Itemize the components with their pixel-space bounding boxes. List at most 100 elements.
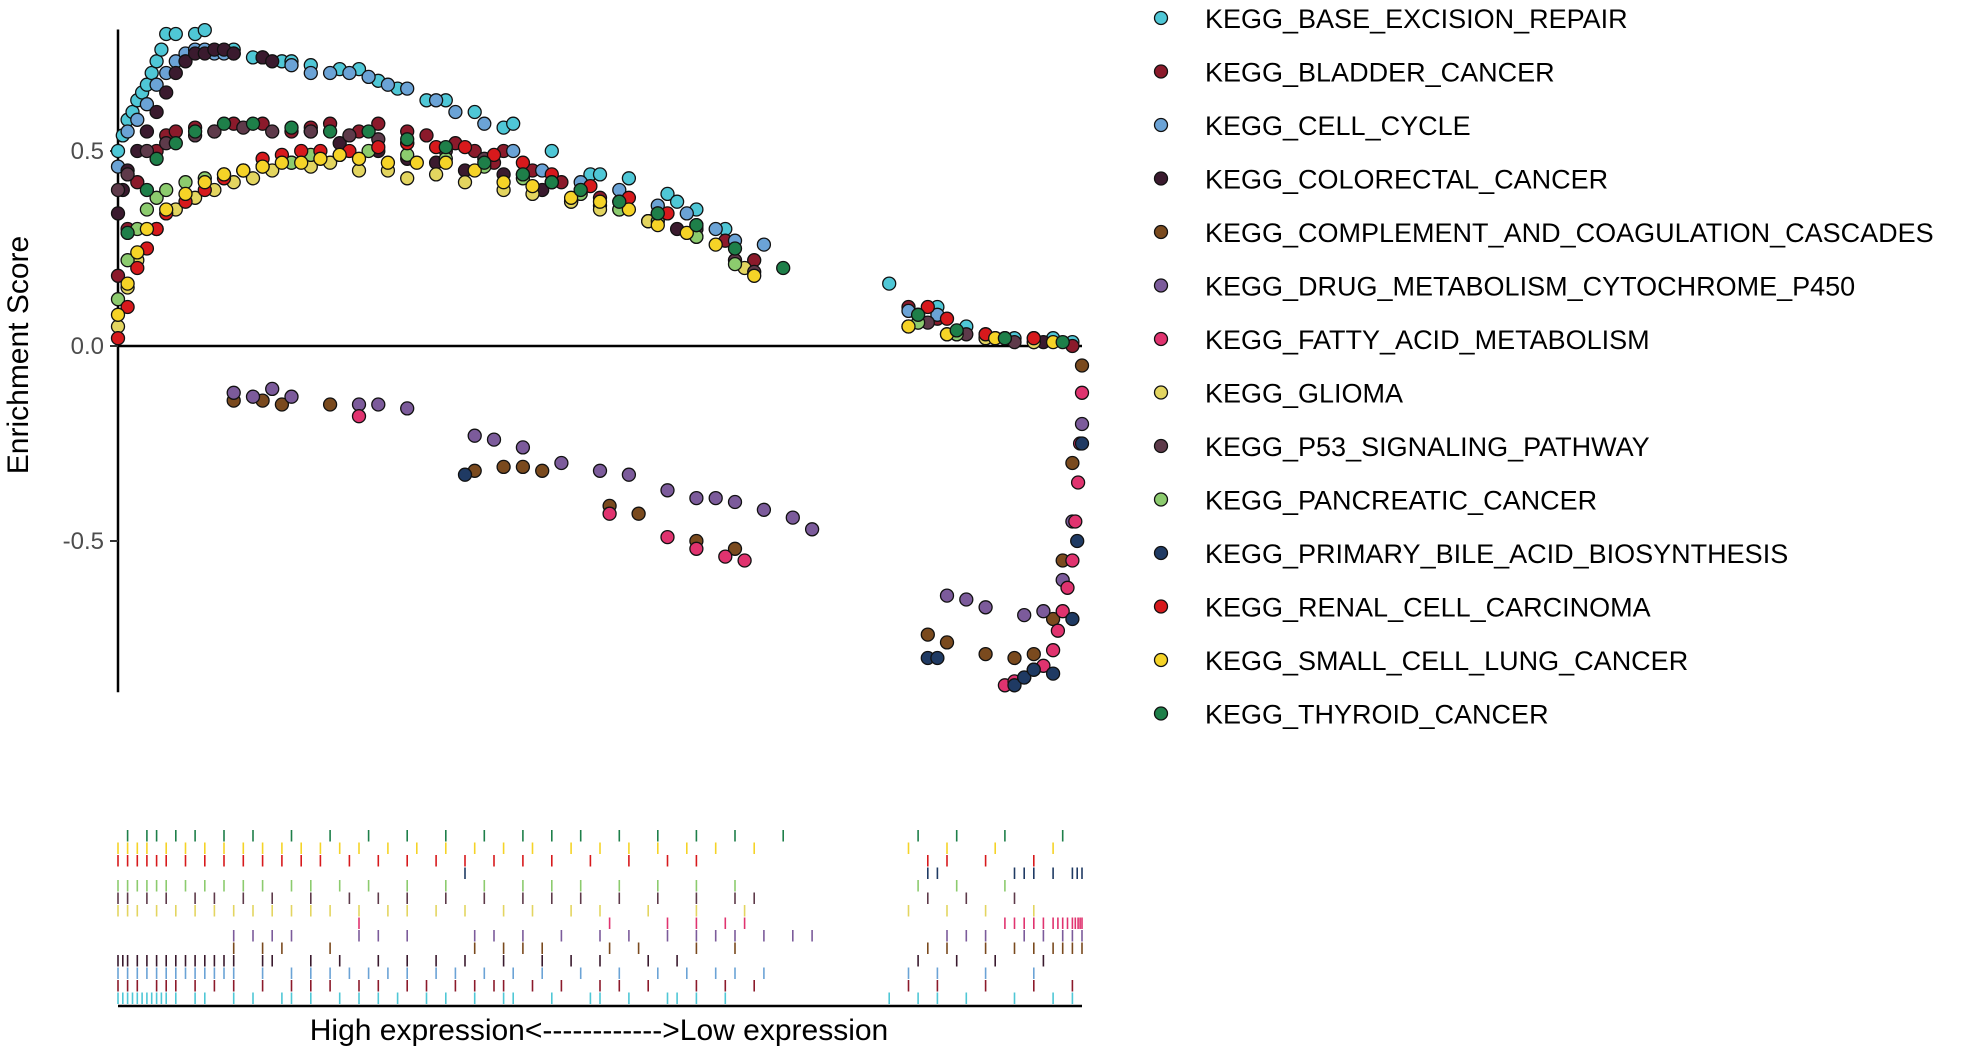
data-point xyxy=(939,588,955,603)
data-point xyxy=(747,268,762,283)
data-point xyxy=(197,175,212,190)
data-point xyxy=(265,124,280,139)
data-point xyxy=(679,206,694,221)
data-point xyxy=(756,237,772,252)
legend-swatch xyxy=(1153,545,1169,561)
data-point xyxy=(178,54,193,69)
data-point xyxy=(265,54,280,69)
data-point xyxy=(882,276,897,291)
data-point xyxy=(448,104,463,120)
data-point xyxy=(689,490,704,506)
data-point xyxy=(139,182,155,198)
hit-row-kegg-complement-and-coagulation-cascades xyxy=(232,942,1083,954)
data-point xyxy=(130,260,145,276)
data-point xyxy=(727,241,743,256)
data-point xyxy=(920,299,935,315)
hit-row-kegg-primary-bile-acid-biosynthesis xyxy=(464,867,1083,879)
data-point xyxy=(1074,436,1090,451)
data-point xyxy=(438,155,453,170)
data-point xyxy=(1068,514,1083,529)
data-point xyxy=(978,600,993,615)
data-point xyxy=(1026,646,1041,662)
legend-swatch xyxy=(1153,224,1169,240)
data-point xyxy=(322,124,338,139)
legend: KEGG_BASE_EXCISION_REPAIR KEGG_BLADDER_CA… xyxy=(1153,4,1934,730)
data-point xyxy=(660,529,675,545)
data-point xyxy=(708,221,723,237)
data-point xyxy=(149,54,164,69)
data-point xyxy=(120,167,135,182)
data-point xyxy=(563,190,579,205)
data-point xyxy=(1050,623,1066,638)
data-point xyxy=(708,237,723,252)
data-point xyxy=(1074,385,1090,400)
data-point xyxy=(130,245,145,260)
data-point xyxy=(130,175,145,190)
series-kegg-thyroid-cancer xyxy=(120,116,1070,350)
data-point xyxy=(1065,611,1080,627)
data-point xyxy=(332,147,347,163)
legend-label: KEGG_COLORECTAL_CANCER xyxy=(1205,165,1608,195)
axes: 0.5 0.0 -0.5 xyxy=(63,29,1082,693)
data-point xyxy=(144,65,159,81)
series-kegg-primary-bile-acid-biosynthesis xyxy=(457,436,1090,693)
data-point xyxy=(708,490,723,506)
data-point xyxy=(139,221,155,237)
data-point xyxy=(438,139,453,155)
data-point xyxy=(1007,650,1022,666)
hit-row-kegg-bladder-cancer xyxy=(117,980,1074,992)
data-point xyxy=(785,510,800,525)
data-point xyxy=(361,124,376,139)
data-point xyxy=(139,143,155,159)
series-kegg-complement-and-coagulation-cascades xyxy=(226,358,1090,666)
data-point xyxy=(380,155,396,170)
data-point xyxy=(592,167,608,182)
data-point xyxy=(486,432,502,447)
legend-swatch xyxy=(1153,492,1169,507)
data-point xyxy=(525,178,540,194)
data-point xyxy=(149,190,164,205)
legend-label: KEGG_CELL_CYCLE xyxy=(1205,111,1471,141)
data-point xyxy=(419,128,434,143)
legend-item: KEGG_RENAL_CELL_CARCINOMA xyxy=(1153,593,1651,623)
data-point xyxy=(727,256,743,272)
legend-swatch xyxy=(1153,599,1169,614)
data-point xyxy=(294,155,309,170)
data-point xyxy=(535,463,550,478)
data-point xyxy=(544,175,559,190)
data-point xyxy=(226,46,241,61)
x-axis-title: High expression<------------>Low express… xyxy=(310,1014,888,1047)
data-point xyxy=(120,276,135,291)
data-point xyxy=(1017,670,1032,685)
data-point xyxy=(592,194,608,209)
data-point xyxy=(187,124,203,139)
data-point xyxy=(756,502,772,517)
data-point xyxy=(959,592,974,607)
data-point xyxy=(245,171,261,186)
data-point xyxy=(978,646,993,662)
data-point xyxy=(120,124,135,139)
data-point xyxy=(939,635,955,650)
data-point xyxy=(322,397,338,412)
data-point xyxy=(718,549,733,564)
data-point xyxy=(351,409,367,424)
data-point xyxy=(1060,580,1075,595)
series-kegg-small-cell-lung-cancer xyxy=(110,147,1061,350)
data-point xyxy=(168,26,183,42)
series-kegg-renal-cell-carcinoma xyxy=(110,136,1041,346)
legend-swatch xyxy=(1153,385,1169,400)
legend-label: KEGG_BASE_EXCISION_REPAIR xyxy=(1205,4,1628,34)
data-point xyxy=(284,389,299,404)
data-point xyxy=(1017,607,1032,623)
legend-item: KEGG_GLIOMA xyxy=(1153,379,1403,409)
series-kegg-fatty-acid-metabolism xyxy=(351,385,1090,693)
data-point xyxy=(361,69,376,85)
data-point xyxy=(110,307,126,322)
data-point xyxy=(371,397,386,412)
data-point xyxy=(1065,553,1080,568)
data-point xyxy=(351,397,367,412)
data-point xyxy=(120,299,135,315)
y-axis-title: Enrichment Score xyxy=(2,236,35,474)
hit-row-kegg-renal-cell-carcinoma xyxy=(117,855,1035,867)
